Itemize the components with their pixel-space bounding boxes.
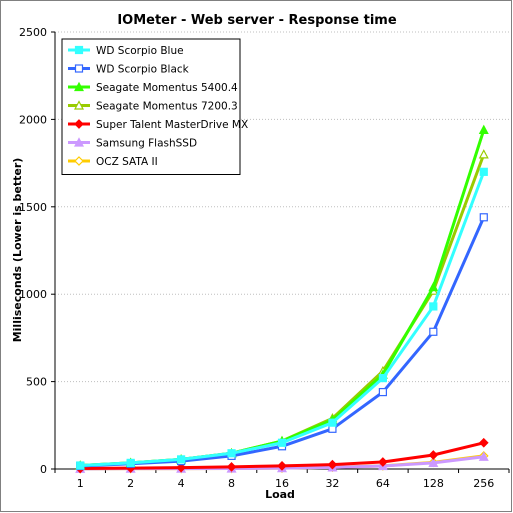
data-point-super-talent-masterdrive-mx bbox=[327, 459, 338, 470]
data-point-super-talent-masterdrive-mx bbox=[277, 461, 287, 471]
legend-label: OCZ SATA II bbox=[96, 156, 158, 168]
x-tick-label: 8 bbox=[228, 477, 235, 490]
data-point-super-talent-masterdrive-mx bbox=[478, 437, 489, 448]
y-tick-label: 2000 bbox=[19, 113, 47, 126]
data-point-super-talent-masterdrive-mx bbox=[428, 450, 439, 460]
data-point-wd-scorpio-blue bbox=[328, 418, 337, 427]
data-point-wd-scorpio-black bbox=[429, 327, 438, 336]
x-axis-title: Load bbox=[265, 488, 295, 501]
legend-marker bbox=[74, 119, 84, 129]
data-point-samsung-flashssd bbox=[428, 457, 439, 467]
series-line-wd-scorpio-black bbox=[80, 216, 486, 468]
legend-marker bbox=[74, 156, 84, 166]
data-point-super-talent-masterdrive-mx bbox=[226, 462, 237, 472]
y-tick-label: 500 bbox=[26, 376, 47, 389]
data-point-wd-scorpio-blue bbox=[277, 438, 287, 447]
series-line-seagate-momentus-7200-3 bbox=[80, 153, 486, 468]
y-axis-title: Milliseconds (Lower is better) bbox=[11, 158, 24, 343]
legend-marker bbox=[74, 45, 84, 55]
plot-area: 0 500 1000 1500 2000 2500 1 2 4 8 16 32 64 128 256 bbox=[19, 26, 510, 490]
data-point-wd-scorpio-black bbox=[378, 387, 387, 397]
legend-marker bbox=[74, 100, 84, 110]
legend: WD Scorpio Blue WD Scorpio Black Seagate M… bbox=[61, 38, 248, 175]
series-line-wd-scorpio-blue bbox=[80, 171, 486, 468]
x-tick-label: 128 bbox=[423, 477, 444, 490]
data-point-super-talent-masterdrive-mx bbox=[176, 462, 186, 473]
y-tick-label: 1000 bbox=[19, 288, 47, 301]
x-tick-label: 1 bbox=[77, 477, 84, 490]
x-tick-label: 4 bbox=[178, 477, 185, 490]
legend-marker bbox=[74, 81, 84, 92]
y-tick-label: 0 bbox=[40, 463, 47, 476]
legend-label: WD Scorpio Blue bbox=[96, 45, 184, 57]
chart-title: IOMeter - Web server - Response time bbox=[117, 13, 397, 28]
data-point-seagate-momentus-5400-4 bbox=[478, 124, 489, 134]
data-point-wd-scorpio-blue bbox=[378, 374, 387, 383]
data-point-wd-scorpio-blue bbox=[227, 449, 236, 458]
legend-label: Seagate Momentus 7200.3 bbox=[96, 101, 238, 113]
y-tick-label: 1500 bbox=[19, 201, 47, 214]
x-tick-label: 64 bbox=[376, 477, 390, 490]
x-tick-label: 256 bbox=[473, 477, 494, 490]
data-point-wd-scorpio-blue bbox=[479, 167, 488, 176]
data-point-samsung-flashssd bbox=[478, 451, 489, 461]
data-point-wd-scorpio-blue bbox=[177, 455, 186, 464]
x-tick-label: 2 bbox=[127, 477, 134, 490]
legend-label: Samsung FlashSSD bbox=[96, 138, 197, 150]
data-point-wd-scorpio-blue bbox=[429, 302, 438, 311]
data-point-wd-scorpio-blue bbox=[76, 461, 85, 470]
data-point-seagate-momentus-7200-3 bbox=[478, 149, 489, 159]
legend-label: Super Talent MasterDrive MX bbox=[96, 119, 248, 131]
legend-label: WD Scorpio Black bbox=[96, 64, 190, 76]
y-tick-label: 2500 bbox=[19, 26, 47, 39]
data-point-super-talent-masterdrive-mx bbox=[378, 457, 388, 467]
legend-marker bbox=[74, 137, 84, 147]
data-point-seagate-momentus-5400-4 bbox=[428, 281, 439, 292]
data-point-wd-scorpio-black bbox=[479, 213, 488, 222]
x-tick-label: 32 bbox=[325, 477, 339, 490]
legend-box bbox=[61, 38, 241, 175]
series-line-seagate-momentus-5400-4 bbox=[80, 129, 486, 468]
legend-marker bbox=[74, 64, 84, 73]
legend-label: Seagate Momentus 5400.4 bbox=[96, 82, 238, 94]
x-tick-label: 16 bbox=[275, 477, 289, 490]
data-point-wd-scorpio-blue bbox=[126, 458, 135, 467]
